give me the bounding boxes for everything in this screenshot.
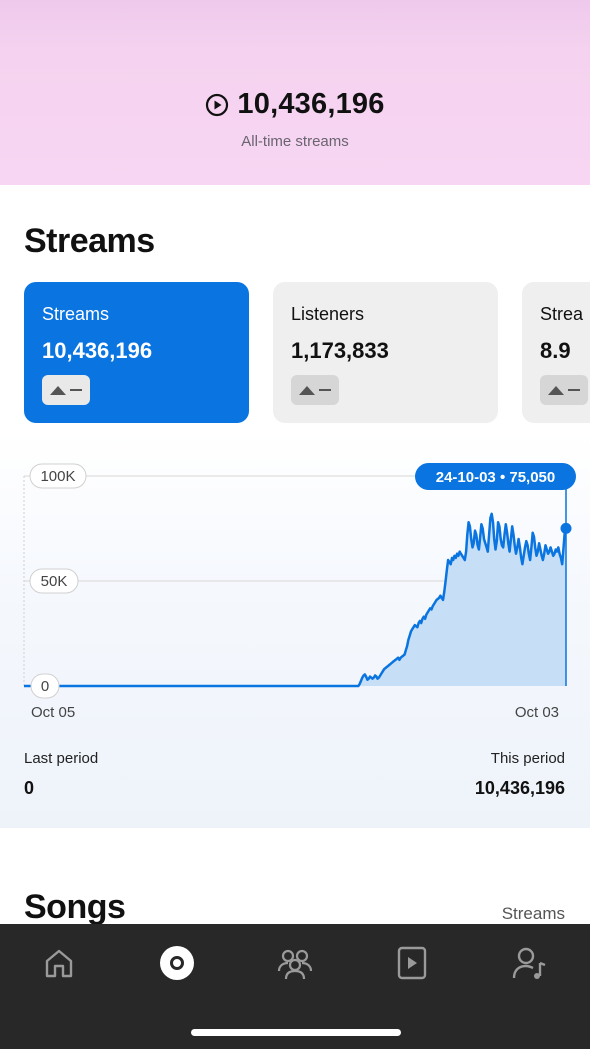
songs-section-title: Songs [24, 888, 126, 926]
trend-badge [42, 375, 90, 405]
tab-video[interactable] [382, 938, 442, 988]
metric-cards-carousel[interactable]: Streams 10,436,196 Listeners 1,173,833 S… [24, 282, 590, 423]
x-tick-end: Oct 03 [515, 704, 559, 721]
y-tick-label: 100K [40, 468, 75, 485]
metric-card-value: 8.9 [540, 338, 571, 363]
y-tick-50k: 50K [29, 568, 79, 594]
trend-badge [540, 375, 588, 405]
music-disc-icon [160, 946, 194, 980]
tab-home[interactable] [29, 938, 89, 988]
trend-up-icon [299, 385, 315, 395]
metric-card-label: Streams [42, 304, 110, 324]
dash-icon [568, 389, 580, 391]
chart-tooltip: 24-10-03 • 75,050 [415, 463, 576, 490]
metric-card-label: Listeners [291, 304, 365, 324]
last-period-label: Last period [24, 750, 99, 767]
home-icon [45, 949, 73, 978]
x-tick-start: Oct 05 [31, 704, 75, 721]
profile-music-icon [512, 947, 546, 979]
home-indicator [191, 1029, 401, 1036]
y-tick-label: 0 [41, 678, 49, 695]
metric-card-label: Strea [540, 304, 584, 324]
trend-up-icon [548, 385, 564, 395]
series-line [24, 512, 568, 688]
songs-column-header[interactable]: Streams [501, 904, 565, 923]
all-time-streams-banner: 10,436,196 All-time streams [0, 0, 590, 185]
tab-profile[interactable] [500, 938, 560, 988]
cursor-point[interactable] [560, 522, 572, 534]
video-icon [397, 946, 427, 980]
this-period-value: 10,436,196 [474, 778, 565, 798]
y-tick-100k: 100K [29, 463, 87, 489]
metric-card-streams-per-listener[interactable]: Strea 8.9 [522, 282, 590, 423]
this-period-label: This period [490, 750, 565, 767]
section-title: Streams [24, 222, 155, 260]
trend-badge [291, 375, 339, 405]
streams-chart-panel: 100K 50K 0 24-10-03 • 75,050 Oct 05 Oct … [0, 432, 590, 828]
play-circle-icon [206, 93, 229, 116]
tab-music[interactable] [147, 938, 207, 988]
y-tick-label: 50K [41, 573, 68, 590]
y-tick-0: 0 [30, 673, 60, 699]
metric-card-listeners[interactable]: Listeners 1,173,833 [273, 282, 498, 423]
all-time-streams-label: All-time streams [241, 133, 349, 150]
dash-icon [319, 389, 331, 391]
dash-icon [70, 389, 82, 391]
last-period-value: 0 [24, 778, 35, 798]
all-time-streams-row: 10,436,196 [0, 88, 590, 121]
streams-chart[interactable]: 100K 50K 0 24-10-03 • 75,050 Oct 05 Oct … [0, 432, 590, 732]
area-fill [24, 513, 566, 686]
tooltip-text: 24-10-03 • 75,050 [436, 469, 556, 486]
tab-audience[interactable] [265, 938, 325, 988]
trend-up-icon [50, 385, 66, 395]
metric-card-value: 10,436,196 [42, 338, 153, 363]
bottom-tab-bar [0, 924, 590, 1049]
audience-icon [277, 949, 313, 980]
all-time-streams-value: 10,436,196 [237, 88, 385, 120]
metric-card-value: 1,173,833 [291, 338, 389, 363]
metric-card-streams[interactable]: Streams 10,436,196 [24, 282, 249, 423]
